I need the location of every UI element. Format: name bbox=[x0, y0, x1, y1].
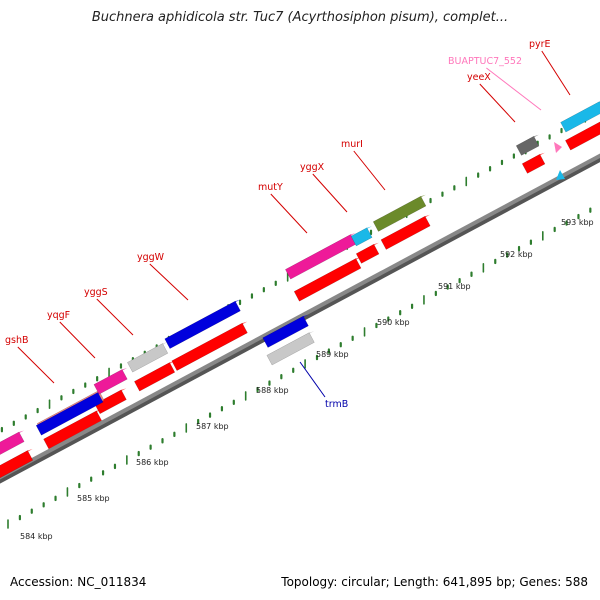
leader-line-murI bbox=[353, 150, 386, 191]
gene-feature bbox=[515, 135, 540, 156]
cds-red bbox=[521, 153, 546, 174]
gene-feature bbox=[350, 227, 373, 247]
gene-labels: gshB yqgF yggS yggW trmB mutY yggX murI yeeX BUAP… bbox=[5, 39, 571, 410]
leader-line-trmB bbox=[299, 361, 326, 398]
tick-label: 584 kbp bbox=[20, 532, 53, 541]
gene-feature bbox=[0, 431, 25, 455]
dotted-scale-upper bbox=[0, 108, 599, 433]
tick-label: 590 kbp bbox=[377, 318, 410, 327]
cds-red bbox=[171, 322, 248, 371]
gene-feature bbox=[127, 343, 169, 373]
tick-label: 587 kbp bbox=[196, 422, 229, 431]
gene-feature bbox=[262, 315, 309, 348]
leader-line-BUAPTUC7_552 bbox=[486, 67, 542, 111]
gene-feature bbox=[93, 369, 128, 395]
map-title: Buchnera aphidicola str. Tuc7 (Acyrthosi… bbox=[91, 10, 509, 25]
backbone-line bbox=[0, 153, 600, 480]
leader-line-pyrE bbox=[541, 50, 571, 96]
gene-label-gshB: gshB bbox=[5, 335, 29, 346]
gene-feature bbox=[372, 195, 427, 232]
gene-feature bbox=[35, 392, 104, 436]
cds-red bbox=[0, 450, 34, 479]
topology-summary: Topology: circular; Length: 641,895 bp; … bbox=[281, 575, 588, 589]
gene-label-mutY: mutY bbox=[258, 182, 283, 193]
dotted-scale-lower bbox=[7, 207, 592, 529]
gene-label-murI: murI bbox=[341, 139, 363, 150]
gene-label-yggX: yggX bbox=[300, 162, 325, 173]
pink-arrow-marker bbox=[554, 142, 562, 153]
gene-label-yggW: yggW bbox=[137, 252, 165, 263]
gene-label-trmB: trmB bbox=[325, 399, 348, 410]
gene-feature bbox=[164, 300, 241, 349]
leader-line-mutY bbox=[270, 193, 308, 234]
tick-label: 585 kbp bbox=[77, 494, 110, 503]
cds-red bbox=[94, 389, 127, 415]
cyan-arrow-marker bbox=[556, 170, 565, 180]
cds-red bbox=[293, 258, 362, 302]
tick-label: 591 kbp bbox=[438, 282, 471, 291]
cds-red bbox=[134, 362, 176, 392]
leader-line-yggS bbox=[96, 298, 134, 336]
leader-line-yqgF bbox=[59, 321, 96, 359]
leader-line-yggW bbox=[149, 263, 189, 301]
accession-label: Accession: NC_011834 bbox=[10, 575, 147, 589]
cds-red bbox=[565, 121, 600, 151]
tick-label: 588 kbp bbox=[256, 386, 289, 395]
features bbox=[0, 101, 600, 479]
gene-feature bbox=[266, 332, 315, 366]
gene-label-pyrE: pyrE bbox=[529, 39, 551, 50]
gene-label-yeeX: yeeX bbox=[467, 72, 491, 83]
gene-label-yqgF: yqgF bbox=[47, 310, 70, 321]
cds-red bbox=[355, 243, 380, 264]
leader-line-yeeX bbox=[479, 83, 516, 123]
tick-label: 593 kbp bbox=[561, 218, 594, 227]
gene-label-BUAPTUC7_552: BUAPTUC7_552 bbox=[448, 56, 522, 67]
cds-red bbox=[380, 215, 431, 250]
cds-red bbox=[43, 410, 102, 450]
gene-feature bbox=[560, 101, 600, 133]
gene-label-yggS: yggS bbox=[84, 287, 108, 298]
tick-labels: 584 kbp 585 kbp 586 kbp 587 kbp 588 kbp 589 k… bbox=[20, 218, 594, 541]
tick-label: 592 kbp bbox=[500, 250, 533, 259]
leader-line-gshB bbox=[17, 346, 55, 384]
leader-line-yggX bbox=[312, 173, 348, 213]
tick-label: 589 kbp bbox=[316, 350, 349, 359]
tick-label: 586 kbp bbox=[136, 458, 169, 467]
